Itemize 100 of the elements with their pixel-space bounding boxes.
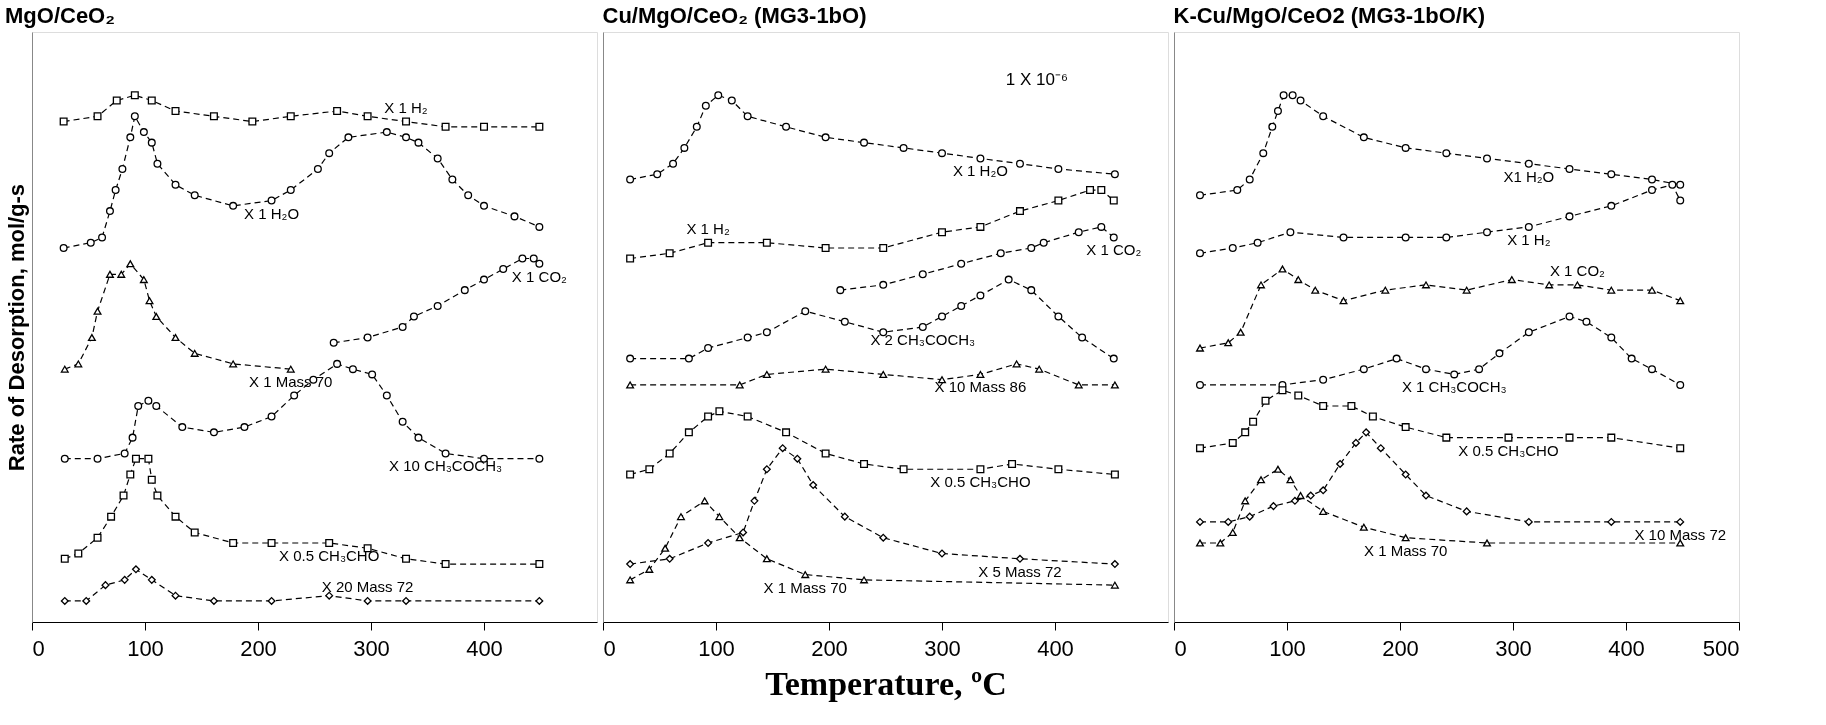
point — [665, 449, 674, 458]
point — [938, 228, 946, 237]
point — [59, 117, 68, 126]
point — [957, 301, 966, 310]
point — [860, 138, 869, 147]
point — [899, 143, 908, 152]
point — [918, 270, 927, 279]
series-label: X 1 H₂ — [384, 98, 428, 116]
point — [976, 154, 985, 163]
point — [147, 475, 156, 484]
x-tick-label: 200 — [1382, 635, 1419, 661]
x-axis-title: Temperature, ºC — [765, 664, 1007, 702]
point — [821, 243, 830, 252]
point — [661, 544, 670, 552]
point — [139, 276, 148, 284]
point — [782, 122, 791, 131]
point — [743, 112, 752, 121]
point — [313, 164, 322, 173]
point — [1027, 243, 1036, 252]
point — [117, 270, 126, 278]
point — [107, 512, 116, 521]
point — [98, 233, 107, 242]
series-label: X 0.5 CH₃CHO — [279, 546, 380, 564]
point — [87, 333, 96, 342]
point — [171, 107, 180, 116]
point — [171, 591, 180, 600]
series-label: X1 H₂O — [1503, 167, 1555, 185]
point — [59, 243, 68, 252]
point — [715, 407, 724, 416]
point — [147, 575, 156, 584]
point — [229, 360, 238, 368]
point — [480, 275, 488, 284]
point — [743, 412, 752, 421]
point — [938, 312, 946, 321]
point — [105, 270, 114, 278]
point — [441, 560, 450, 569]
point — [535, 454, 544, 463]
point — [840, 317, 849, 326]
point — [153, 491, 162, 500]
point — [333, 107, 342, 116]
point — [1097, 186, 1106, 195]
point — [976, 465, 985, 474]
point — [879, 533, 888, 542]
point — [918, 323, 927, 331]
point — [130, 112, 139, 121]
point — [535, 560, 544, 569]
series-label: X 1 Mass 70 — [1363, 541, 1448, 559]
point — [1004, 275, 1013, 284]
point — [286, 112, 295, 121]
point — [1035, 365, 1044, 373]
series-label: X 10 Mass 72 — [1634, 525, 1727, 543]
point — [152, 402, 161, 411]
point — [348, 365, 357, 374]
x-tick-label: 500 — [1702, 635, 1740, 661]
point — [680, 143, 689, 152]
point — [801, 307, 810, 316]
point — [976, 370, 985, 378]
point — [93, 533, 102, 542]
point — [120, 575, 129, 584]
point — [1110, 170, 1119, 179]
point — [1086, 186, 1095, 195]
point — [1097, 222, 1106, 231]
series-label: X 5 Mass 72 — [978, 562, 1062, 580]
point — [860, 576, 869, 584]
point — [879, 328, 888, 337]
point — [480, 201, 488, 210]
point — [692, 122, 701, 131]
point — [60, 454, 69, 463]
point — [821, 133, 830, 142]
point — [86, 238, 95, 247]
text: 1 X 10⁻⁶ — [1005, 70, 1068, 89]
y-axis-title: Rate of Desorption, mol/g-s — [3, 183, 29, 472]
point — [762, 328, 771, 337]
series-label: X 1 Mass 70 — [763, 578, 847, 596]
point — [82, 596, 91, 605]
point — [778, 444, 787, 453]
x-tick-label: 200 — [811, 635, 848, 661]
point — [128, 433, 137, 442]
point — [93, 112, 102, 121]
point — [382, 391, 391, 400]
chart-title: MgO/CeO₂ — [5, 3, 115, 28]
point — [229, 201, 238, 210]
point — [363, 333, 372, 342]
point — [821, 449, 830, 458]
point — [684, 428, 693, 437]
point — [735, 381, 744, 389]
point — [126, 260, 135, 268]
series-label: X 1 H₂O — [952, 162, 1008, 180]
point — [74, 549, 83, 558]
x-tick-label: 400 — [1608, 635, 1645, 661]
point — [879, 243, 888, 252]
point — [325, 538, 334, 547]
point — [433, 154, 442, 163]
point — [126, 470, 135, 479]
point — [131, 454, 140, 463]
point — [248, 117, 257, 126]
point — [267, 596, 276, 605]
series-label: X 1 Mass 70 — [249, 373, 333, 391]
point — [398, 417, 407, 426]
point — [131, 565, 140, 574]
